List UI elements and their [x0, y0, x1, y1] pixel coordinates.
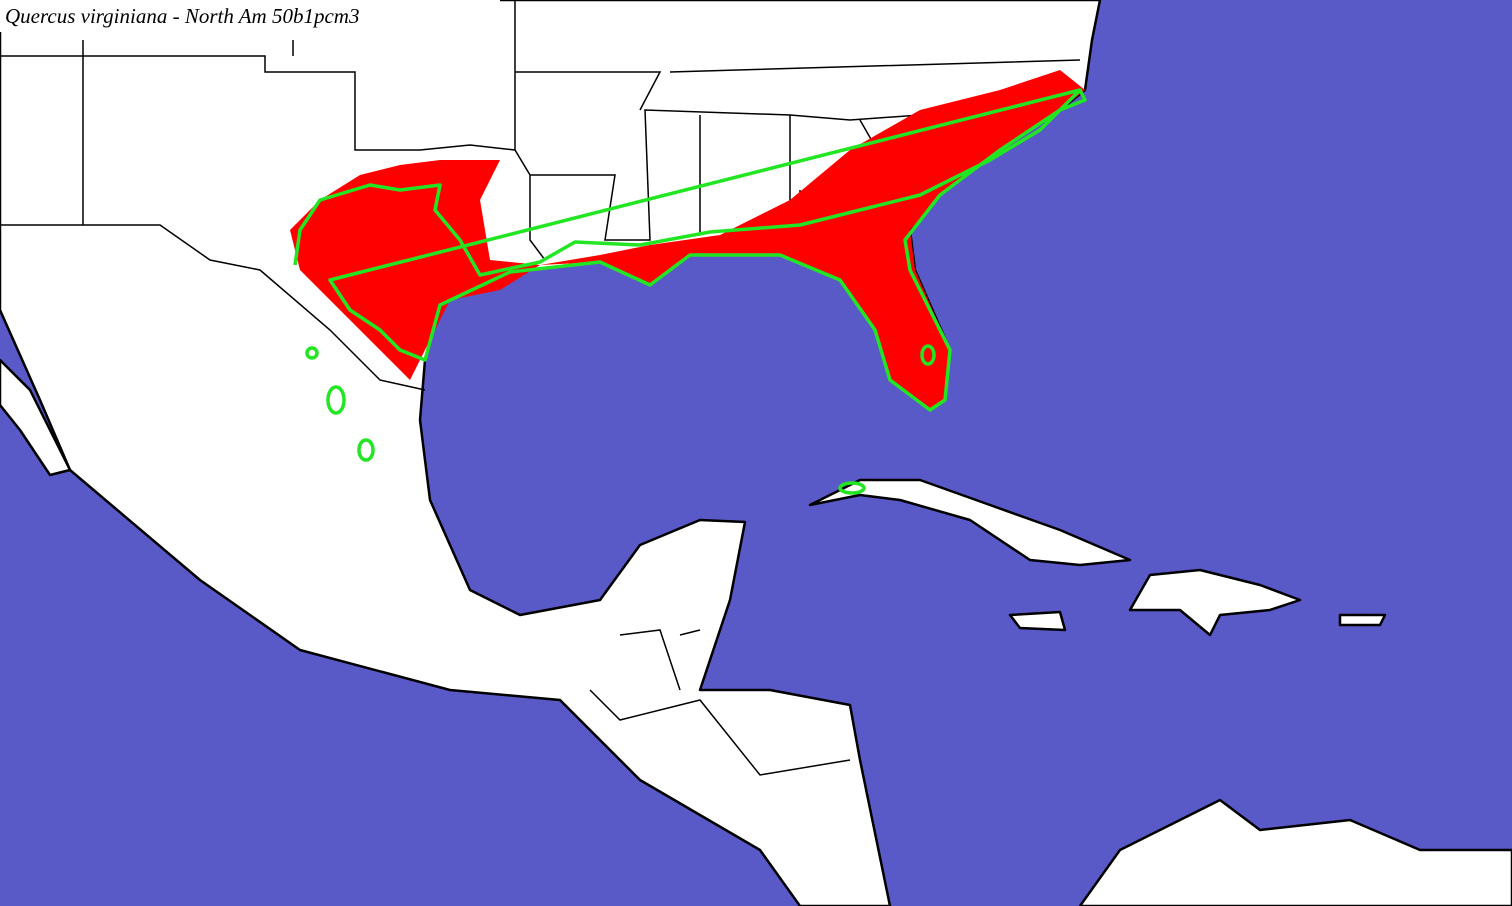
baja-peninsula [0, 358, 72, 477]
disjunct-range [920, 344, 936, 366]
predicted-range-southeast [540, 70, 1085, 410]
disjunct-range [357, 438, 375, 462]
jamaica [1008, 610, 1067, 632]
predicted-range-texas [290, 160, 540, 380]
cuba [808, 478, 1132, 567]
disjunct-range [305, 346, 319, 360]
hispaniola [1128, 568, 1302, 637]
title-background [0, 0, 500, 32]
puerto-rico [1338, 613, 1387, 627]
south-america-land [1078, 798, 1512, 906]
native-range-outline [293, 88, 1087, 412]
disjunct-range [838, 481, 866, 495]
disjunct-range [326, 385, 346, 415]
map-title: Quercus virginiana - North Am 50b1pcm3 [5, 4, 359, 28]
